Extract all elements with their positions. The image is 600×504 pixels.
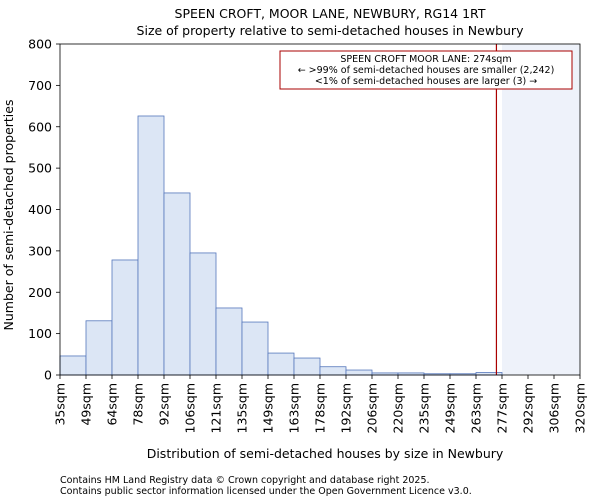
bar-163sqm — [293, 357, 321, 376]
x-tick-label-192sqm: 192sqm — [339, 383, 354, 433]
annotation-line-1: SPEEN CROFT MOOR LANE: 274sqm — [340, 54, 511, 65]
bar-121sqm — [215, 307, 243, 376]
x-tick-label-49sqm: 49sqm — [79, 383, 94, 426]
y-tick-label-800: 800 — [28, 37, 52, 52]
x-tick-label-149sqm: 149sqm — [261, 383, 276, 433]
bars — [59, 115, 503, 376]
y-tick-label-300: 300 — [28, 243, 52, 258]
bar-78sqm — [137, 115, 165, 376]
bar-35sqm — [59, 355, 87, 376]
x-tick-label-220sqm: 220sqm — [391, 383, 406, 433]
bar-106sqm — [189, 252, 217, 376]
x-tick-label-92sqm: 92sqm — [157, 383, 172, 426]
larger-than-property-region — [502, 44, 580, 375]
bar-49sqm — [85, 320, 113, 376]
y-tick-label-600: 600 — [28, 119, 52, 134]
y-tick-label-0: 0 — [44, 368, 52, 383]
bar-135sqm — [241, 321, 269, 376]
y-axis-label: Number of semi-detached properties — [1, 100, 16, 331]
highlight-region — [502, 44, 580, 375]
footer-line-2: Contains public sector information licen… — [60, 486, 472, 497]
x-tick-label-235sqm: 235sqm — [417, 383, 432, 433]
x-axis-label: Distribution of semi-detached houses by … — [147, 446, 504, 461]
x-tick-label-249sqm: 249sqm — [443, 383, 458, 433]
x-axis-ticks: 35sqm 49sqm 64sqm 78sqm 92sqm 106sqm 121sqm 135… — [53, 375, 588, 433]
annotation-box: SPEEN CROFT MOOR LANE: 274sqm ← >99% of … — [279, 50, 573, 90]
footer-line-1: Contains HM Land Registry data © Crown c… — [60, 475, 430, 486]
y-tick-label-700: 700 — [28, 78, 52, 93]
x-tick-label-277sqm: 277sqm — [495, 383, 510, 433]
bar-149sqm — [267, 352, 295, 376]
chart-title: SPEEN CROFT, MOOR LANE, NEWBURY, RG14 1R… — [175, 6, 486, 21]
x-tick-label-121sqm: 121sqm — [209, 383, 224, 433]
x-tick-label-320sqm: 320sqm — [573, 383, 588, 433]
y-tick-label-500: 500 — [28, 161, 52, 176]
x-tick-label-78sqm: 78sqm — [131, 383, 146, 426]
y-tick-label-400: 400 — [28, 202, 52, 217]
y-tick-label-100: 100 — [28, 326, 52, 341]
annotation-line-3: <1% of semi-detached houses are larger (… — [315, 76, 537, 87]
annotation-line-2: ← >99% of semi-detached houses are small… — [298, 65, 555, 76]
x-tick-label-178sqm: 178sqm — [313, 383, 328, 433]
bar-178sqm — [319, 366, 347, 376]
x-tick-label-64sqm: 64sqm — [105, 383, 120, 426]
chart-subtitle: Size of property relative to semi-detach… — [137, 23, 525, 38]
x-tick-label-306sqm: 306sqm — [547, 383, 562, 433]
bar-92sqm — [163, 192, 191, 376]
annotation-border — [279, 50, 573, 90]
x-tick-label-106sqm: 106sqm — [183, 383, 198, 433]
bar-64sqm — [111, 259, 139, 376]
x-tick-label-35sqm: 35sqm — [53, 383, 68, 426]
y-axis-ticks: 0 100 200 300 400 500 600 700 800 — [28, 37, 60, 383]
x-tick-label-292sqm: 292sqm — [521, 383, 536, 433]
x-tick-label-135sqm: 135sqm — [235, 383, 250, 433]
bar-192sqm — [345, 369, 373, 376]
y-tick-label-200: 200 — [28, 285, 52, 300]
x-tick-label-206sqm: 206sqm — [365, 383, 380, 433]
x-tick-label-263sqm: 263sqm — [469, 383, 484, 433]
x-tick-label-163sqm: 163sqm — [287, 383, 302, 433]
